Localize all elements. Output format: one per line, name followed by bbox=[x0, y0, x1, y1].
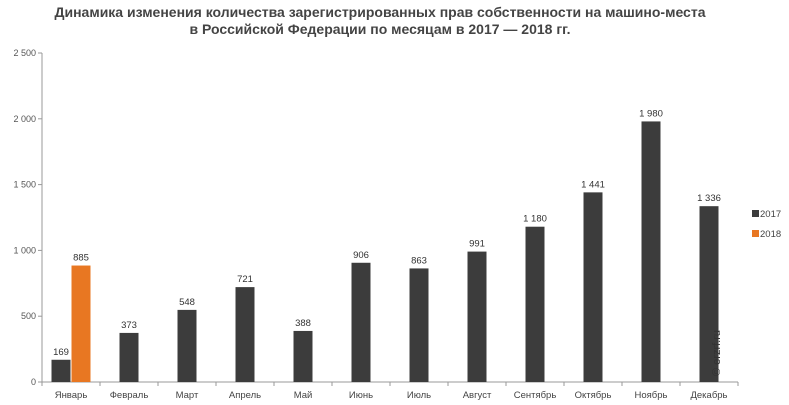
data-label-2017: 373 bbox=[121, 320, 137, 331]
y-tick-label: 1 000 bbox=[13, 245, 36, 255]
bar-2017[interactable] bbox=[51, 359, 71, 382]
data-label-2017: 721 bbox=[237, 274, 253, 285]
data-label-2017: 991 bbox=[469, 239, 485, 250]
data-label-2017: 548 bbox=[179, 297, 195, 308]
bar-2017[interactable] bbox=[235, 287, 255, 382]
data-label-2017: 1 180 bbox=[523, 214, 547, 225]
bar-2017[interactable] bbox=[293, 330, 313, 382]
watermark: © erzrf.ru bbox=[711, 330, 723, 376]
x-tick-label: Сентябрь bbox=[514, 390, 557, 401]
data-label-2017: 1 980 bbox=[639, 108, 663, 119]
x-tick-label: Октябрь bbox=[575, 390, 612, 401]
x-tick-label: Декабрь bbox=[690, 390, 727, 401]
bar-2017[interactable] bbox=[641, 121, 661, 382]
data-label-2017: 169 bbox=[53, 347, 69, 358]
x-tick-label: Апрель bbox=[229, 390, 261, 401]
x-tick-label: Май bbox=[294, 390, 313, 401]
y-tick-label: 0 bbox=[31, 377, 36, 387]
bar-2017[interactable] bbox=[119, 332, 139, 382]
data-label-2017: 1 441 bbox=[581, 179, 605, 190]
chart-title-line-2: в Российской Федерации по месяцам в 2017… bbox=[189, 21, 571, 37]
bar-2018[interactable] bbox=[71, 265, 91, 382]
x-tick-label: Ноябрь bbox=[635, 390, 668, 401]
chart-title-line-1: Динамика изменения количества зарегистри… bbox=[54, 4, 706, 20]
x-tick-label: Февраль bbox=[110, 390, 149, 401]
legend-swatch-2017 bbox=[752, 210, 759, 217]
y-tick-label: 2 000 bbox=[13, 114, 36, 124]
y-tick-label: 500 bbox=[21, 311, 36, 321]
bar-2017[interactable] bbox=[177, 309, 197, 382]
y-tick-label: 1 500 bbox=[13, 180, 36, 190]
bar-2017[interactable] bbox=[351, 262, 371, 382]
chart-title: Динамика изменения количества зарегистри… bbox=[0, 4, 760, 38]
data-label-2017: 863 bbox=[411, 255, 427, 266]
data-label-2018: 885 bbox=[73, 253, 89, 264]
bar-2017[interactable] bbox=[409, 268, 429, 382]
bar-2017[interactable] bbox=[583, 192, 603, 382]
legend-label-2018: 2018 bbox=[760, 229, 781, 240]
bar-2017[interactable] bbox=[467, 251, 487, 382]
x-tick-label: Август bbox=[463, 390, 492, 401]
x-tick-label: Июль bbox=[407, 390, 431, 401]
x-tick-label: Июнь bbox=[349, 390, 373, 401]
x-tick-label: Март bbox=[176, 390, 199, 401]
y-tick-label: 2 500 bbox=[13, 48, 36, 58]
bar-2017[interactable] bbox=[699, 206, 719, 382]
data-label-2017: 906 bbox=[353, 250, 369, 261]
bar-2017[interactable] bbox=[525, 226, 545, 382]
data-label-2017: 388 bbox=[295, 318, 311, 329]
x-tick-label: Январь bbox=[55, 390, 88, 401]
legend-swatch-2018 bbox=[752, 230, 759, 237]
legend-label-2017: 2017 bbox=[760, 209, 781, 220]
data-label-2017: 1 336 bbox=[697, 193, 721, 204]
